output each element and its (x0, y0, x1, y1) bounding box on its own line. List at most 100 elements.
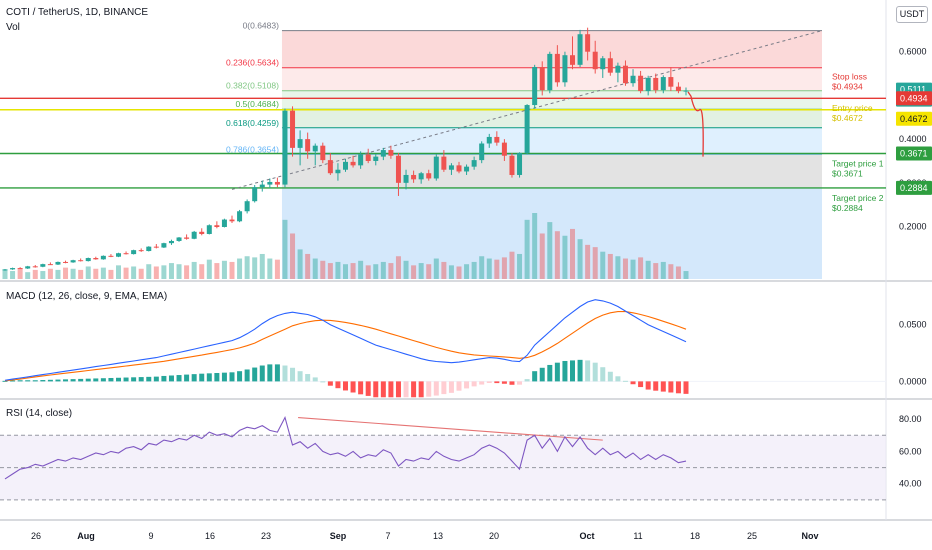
volume-bar (2, 269, 8, 279)
volume-label: Vol (6, 22, 20, 33)
annotation-value: $0.2884 (832, 203, 863, 213)
x-axis-label: Sep (330, 531, 347, 541)
macd-histogram-bar (675, 381, 681, 394)
candle-body (471, 160, 477, 167)
candle-body (660, 77, 666, 91)
volume-bar (85, 266, 91, 279)
candle-body (607, 58, 613, 73)
macd-histogram-bar (47, 379, 53, 382)
volume-bar (176, 264, 182, 279)
currency-button[interactable]: USDT (896, 6, 928, 23)
candle-body (630, 75, 636, 84)
macd-histogram-bar (630, 381, 636, 385)
volume-bar (55, 269, 61, 279)
macd-histogram-bar (592, 362, 598, 382)
macd-histogram-bar (305, 374, 311, 382)
candle-body (100, 255, 106, 260)
candle-body (411, 174, 417, 180)
macd-histogram-bar (320, 381, 326, 383)
price-badge-value: 0.4672 (900, 114, 928, 124)
candle-body (146, 246, 152, 252)
macd-histogram-bar (40, 380, 46, 382)
candle-body (645, 77, 651, 92)
candle-body (448, 165, 454, 170)
candle-body (161, 243, 167, 248)
candle-body (524, 105, 530, 154)
candle-body (486, 136, 492, 144)
candle-body (85, 258, 91, 262)
volume-bar (320, 260, 326, 279)
volume-bar (448, 265, 454, 279)
candle-body (282, 110, 288, 185)
macd-tick-label: 0.0000 (899, 376, 927, 386)
macd-histogram-bar (206, 373, 212, 382)
candle-body (199, 231, 205, 234)
volume-bar (25, 272, 31, 279)
candle-body (554, 53, 560, 83)
volume-bar (297, 249, 303, 279)
x-axis-label: Aug (77, 531, 95, 541)
macd-histogram-bar (116, 377, 121, 382)
macd-histogram-bar (411, 381, 417, 398)
volume-bar (214, 263, 220, 279)
candle-body (403, 174, 409, 183)
symbol-legend[interactable]: COTI / TetherUS, 1D, BINANCE (6, 7, 148, 18)
fib-level-label: 0.786(0.3654) (226, 144, 279, 154)
rsi-legend[interactable]: RSI (14, close) (6, 408, 72, 419)
candle-body (539, 67, 545, 91)
volume-bar (547, 222, 553, 279)
macd-histogram-bar (259, 365, 265, 382)
candle-body (237, 211, 243, 222)
candle-body (675, 86, 681, 92)
macd-histogram-bar (486, 381, 492, 383)
macd-histogram-bar (297, 371, 303, 382)
price-tick-label: 0.6000 (899, 47, 927, 57)
candle-body (2, 269, 8, 271)
macd-histogram-bar (93, 378, 99, 382)
volume-bar (433, 258, 439, 279)
candle-body (10, 268, 16, 270)
macd-histogram-bar (494, 381, 500, 384)
candle-body (418, 173, 424, 180)
rsi-divergence-line (298, 416, 603, 441)
macd-histogram-bar (464, 381, 470, 389)
price-badge (896, 111, 932, 126)
macd-histogram-bar (274, 364, 280, 382)
x-axis-label: 7 (385, 531, 390, 541)
candle-body (350, 161, 356, 166)
annotation-title: Target price 1 (832, 159, 884, 169)
macd-histogram-bar (100, 378, 106, 382)
volume-bar (479, 256, 485, 279)
macd-histogram-bar (509, 381, 515, 385)
candle-body (433, 156, 439, 179)
macd-histogram-bar (131, 377, 137, 382)
volume-bar (161, 265, 167, 279)
volume-bar (305, 253, 311, 279)
candle-body (358, 154, 364, 166)
volume-bar (539, 233, 545, 279)
macd-histogram-bar (267, 364, 273, 382)
volume-bar (146, 264, 152, 279)
annotation-title: Stop loss (832, 71, 867, 81)
volume-bar (274, 259, 280, 279)
macd-histogram-bar (335, 381, 341, 389)
volume-legend[interactable]: Vol (6, 22, 20, 33)
macd-histogram-bar (403, 381, 409, 398)
volume-bar (668, 264, 674, 279)
volume-bar (108, 269, 114, 279)
volume-bar (252, 257, 258, 279)
candle-body (229, 219, 235, 222)
macd-histogram-bar (32, 380, 38, 382)
macd-histogram-bar (10, 380, 16, 382)
candle-body (592, 51, 598, 70)
macd-legend[interactable]: MACD (12, 26, close, 9, EMA, EMA) (6, 291, 167, 302)
volume-bar (622, 258, 628, 279)
macd-histogram-bar (63, 379, 69, 382)
candle-body (622, 65, 628, 84)
candle-body (577, 34, 583, 65)
macd-histogram-bar (153, 376, 159, 382)
candle-body (131, 250, 137, 255)
macd-histogram-bar (433, 381, 439, 396)
